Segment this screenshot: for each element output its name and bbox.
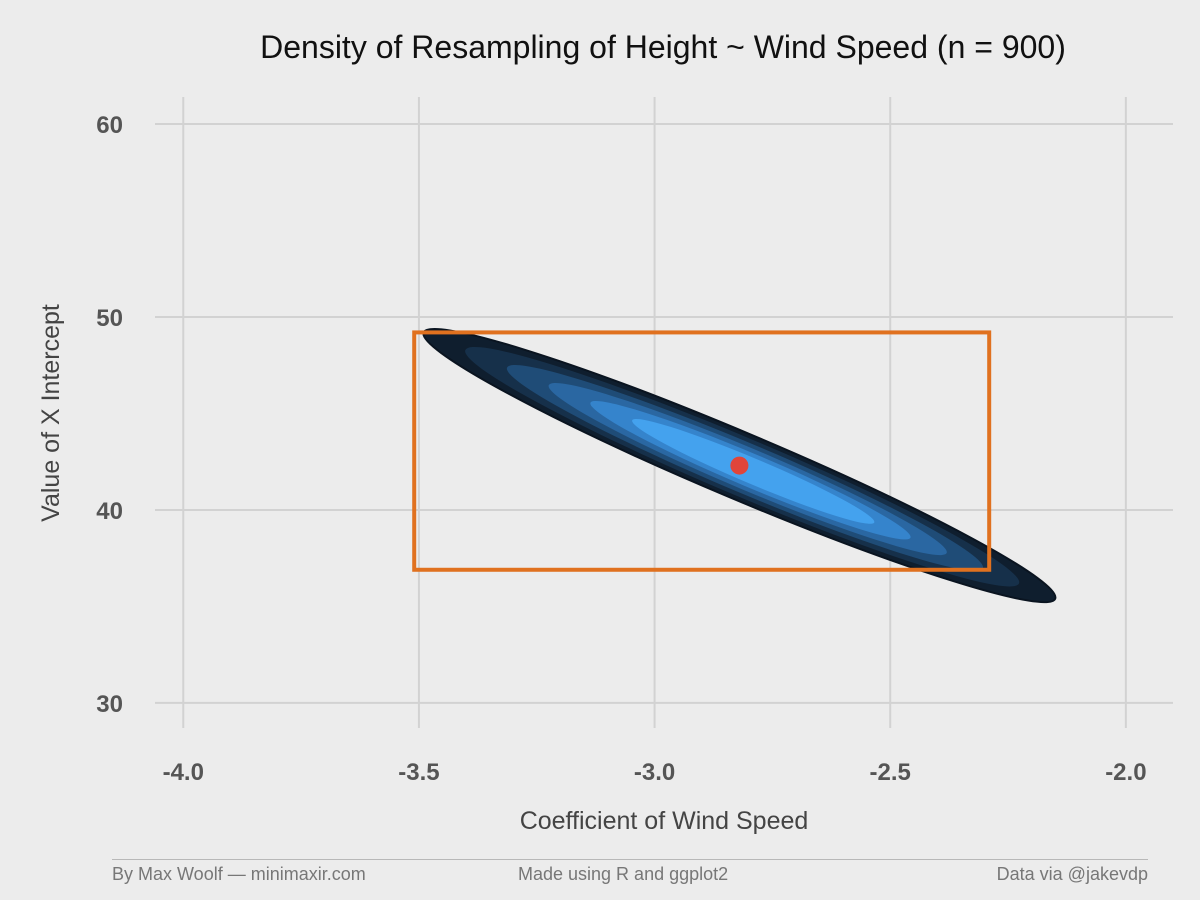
- footer-divider: [112, 859, 1148, 860]
- chart-title: Density of Resampling of Height ~ Wind S…: [260, 29, 1066, 65]
- x-tick-label: -3.5: [398, 759, 439, 786]
- y-tick-label: 30: [96, 691, 123, 718]
- x-tick-label: -2.5: [870, 759, 911, 786]
- x-axis-label: Coefficient of Wind Speed: [520, 807, 809, 835]
- y-tick-label: 60: [96, 112, 123, 139]
- tick-labels: -4.0 -3.5 -3.0 -2.5 -2.0 30 40 50 60: [96, 112, 1146, 786]
- x-tick-label: -3.0: [634, 759, 675, 786]
- footer-tools: Made using R and ggplot2: [518, 864, 729, 884]
- footer-source: Data via @jakevdp: [996, 864, 1148, 884]
- point-estimate: [730, 456, 749, 475]
- y-tick-label: 50: [96, 305, 123, 332]
- overlays: [412, 330, 992, 572]
- density-contour-level: [632, 419, 875, 524]
- y-axis-label: Value of X Intercept: [37, 304, 65, 522]
- x-tick-label: -2.0: [1105, 759, 1146, 786]
- y-tick-label: 40: [96, 498, 123, 525]
- interval-box: [412, 330, 992, 572]
- gridlines: [155, 97, 1173, 728]
- x-tick-label: -4.0: [163, 759, 204, 786]
- footer-credit: By Max Woolf — minimaxir.com: [112, 864, 366, 884]
